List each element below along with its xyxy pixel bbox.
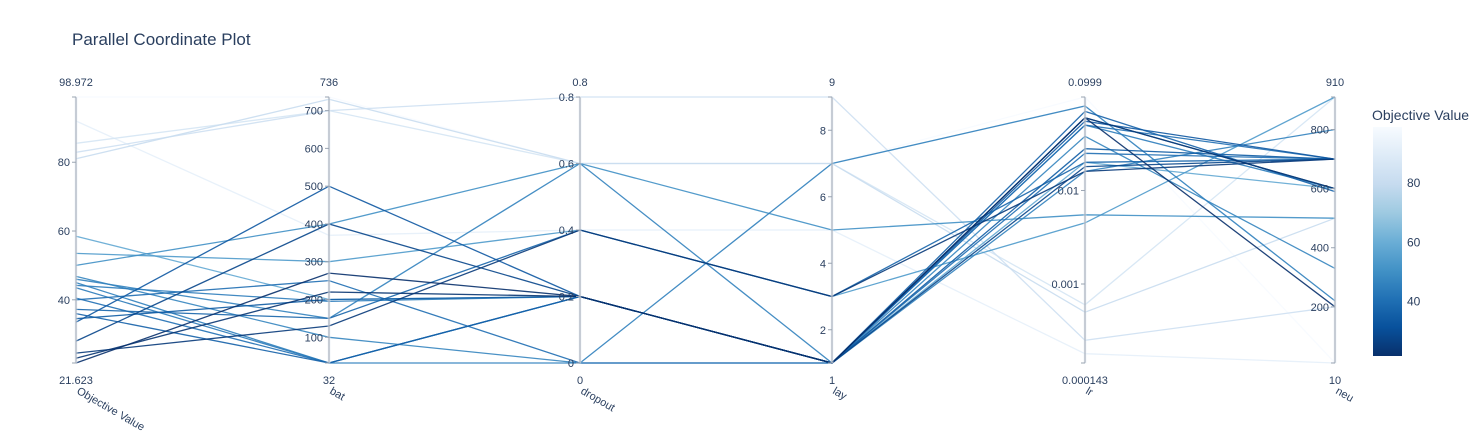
- axis-min-label: 32: [323, 375, 335, 387]
- record-lines: [75, 96, 1336, 364]
- tick-label: 500: [305, 181, 323, 193]
- tick-label: 2: [820, 325, 826, 337]
- dimension-label: lay: [831, 385, 850, 403]
- axis-max-label: 9: [829, 77, 835, 89]
- tick-label: 4: [820, 258, 826, 270]
- tick-label: 600: [305, 143, 323, 155]
- axis-max-label: 736: [320, 77, 338, 89]
- axis-min-label: 0.000143: [1062, 375, 1108, 387]
- tick-label: 0.6: [559, 159, 574, 171]
- record-line: [75, 96, 1336, 306]
- record-line: [75, 120, 1336, 364]
- axis-min-label: 10: [1329, 375, 1341, 387]
- tick-label: 0.2: [559, 292, 574, 304]
- dimension-label: lr: [1084, 385, 1096, 399]
- tick-label: 600: [1311, 184, 1329, 196]
- axis-max-label: 0.0999: [1068, 77, 1102, 89]
- colorbar-tick-label: 40: [1407, 295, 1421, 309]
- tick-label: 100: [305, 332, 323, 344]
- colorbar: Objective Value 40 60 80: [1372, 107, 1469, 356]
- axis-min-label: 1: [829, 375, 835, 387]
- tick-label: 200: [305, 295, 323, 307]
- tick-label: 400: [305, 219, 323, 231]
- tick-label: 0.01: [1058, 185, 1079, 197]
- axis-min-label: 0: [577, 375, 583, 387]
- colorbar-tick-label: 80: [1407, 176, 1421, 190]
- record-line: [75, 110, 1336, 364]
- tick-label: 700: [305, 106, 323, 118]
- dimension-label: neu: [1334, 385, 1356, 405]
- colorbar-gradient: [1373, 127, 1402, 356]
- tick-label: 40: [58, 295, 70, 307]
- tick-label: 400: [1311, 243, 1329, 255]
- tick-label: 0: [568, 358, 574, 370]
- axis-max-label: 910: [1326, 77, 1344, 89]
- tick-label: 0.8: [559, 92, 574, 104]
- record-line: [75, 148, 1336, 364]
- dimension-label: bat: [328, 385, 347, 403]
- tick-label: 0.4: [559, 225, 574, 237]
- record-line: [75, 162, 1336, 267]
- tick-label: 60: [58, 226, 70, 238]
- colorbar-tick-label: 60: [1407, 235, 1421, 249]
- dimension-label: Objective Value: [75, 385, 147, 434]
- tick-label: 6: [820, 192, 826, 204]
- tick-label: 80: [58, 157, 70, 169]
- record-line: [75, 158, 1336, 354]
- tick-label: 8: [820, 125, 826, 137]
- tick-label: 800: [1311, 125, 1329, 137]
- record-line: [75, 98, 1336, 313]
- record-line: [75, 124, 1336, 364]
- axis-max-label: 0.8: [572, 77, 587, 89]
- axis-max-label: 98.972: [59, 77, 93, 89]
- record-line: [75, 116, 1336, 364]
- chart-title: Parallel Coordinate Plot: [72, 30, 251, 49]
- record-line: [75, 96, 1336, 341]
- axis-min-label: 21.623: [59, 375, 93, 387]
- tick-label: 200: [1311, 302, 1329, 314]
- tick-label: 300: [305, 257, 323, 269]
- tick-label: 0.001: [1051, 279, 1079, 291]
- record-line: [75, 158, 1336, 320]
- dimension-label: dropout: [579, 385, 617, 414]
- colorbar-title: Objective Value: [1372, 107, 1469, 123]
- record-line: [75, 120, 1336, 364]
